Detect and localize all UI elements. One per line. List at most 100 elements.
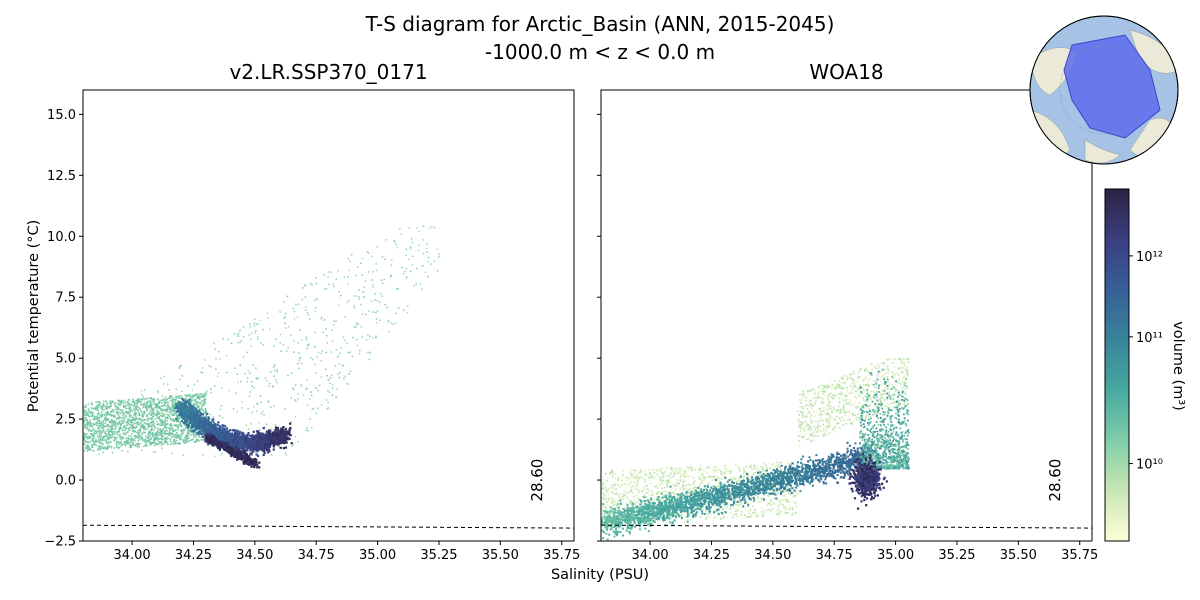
- volume-cell: [162, 442, 165, 445]
- volume-cell: [121, 399, 123, 402]
- volume-cell: [172, 429, 175, 431]
- volume-cell: [102, 423, 104, 425]
- volume-cell: [152, 412, 154, 414]
- volume-cell: [185, 427, 187, 430]
- volume-cell: [257, 430, 260, 433]
- volume-cell: [133, 414, 136, 416]
- volume-cell: [243, 449, 246, 452]
- volume-cell: [184, 440, 187, 442]
- volume-cell: [102, 406, 105, 408]
- volume-cell: [83, 412, 86, 415]
- volume-cell: [217, 427, 220, 430]
- volume-cell: [151, 428, 153, 431]
- volume-cell: [150, 429, 152, 431]
- volume-cell: [308, 343, 310, 346]
- volume-cell: [161, 435, 163, 437]
- volume-cell: [284, 452, 286, 454]
- volume-cell: [157, 390, 159, 392]
- volume-cell: [307, 344, 309, 346]
- volume-cell: [422, 225, 425, 227]
- volume-cell: [140, 404, 143, 406]
- volume-cell: [272, 439, 275, 442]
- volume-cell: [393, 239, 395, 242]
- volume-cell: [109, 402, 111, 404]
- volume-cell: [104, 405, 106, 407]
- volume-cell: [102, 403, 105, 405]
- volume-cell: [197, 433, 200, 436]
- volume-cell: [129, 424, 132, 426]
- volume-cell: [196, 432, 199, 435]
- volume-cell: [206, 430, 209, 433]
- volume-cell: [290, 442, 293, 445]
- volume-cell: [92, 435, 94, 438]
- volume-cell: [201, 394, 204, 397]
- volume-cell: [101, 447, 103, 449]
- volume-cell: [370, 300, 373, 302]
- volume-cell: [166, 417, 168, 420]
- volume-cell: [186, 442, 188, 444]
- volume-cell: [126, 431, 128, 434]
- volume-cell: [130, 419, 133, 421]
- volume-cell: [100, 421, 102, 424]
- volume-cell: [187, 415, 190, 418]
- volume-cell: [116, 433, 118, 436]
- volume-cell: [242, 326, 245, 328]
- volume-cell: [109, 435, 111, 438]
- volume-cell: [134, 422, 137, 425]
- volume-cell: [164, 396, 167, 398]
- volume-cell: [221, 426, 224, 429]
- volume-cell: [329, 377, 332, 379]
- volume-cell: [150, 397, 152, 399]
- volume-cell: [120, 409, 122, 411]
- volume-cell: [300, 356, 302, 359]
- volume-cell: [276, 441, 279, 444]
- volume-cell: [151, 427, 153, 429]
- volume-cell: [192, 428, 195, 431]
- volume-cell: [106, 445, 109, 448]
- volume-cell: [107, 406, 110, 409]
- volume-cell: [274, 369, 276, 372]
- volume-cell: [148, 431, 151, 433]
- volume-cell: [100, 415, 102, 417]
- volume-cell: [197, 438, 199, 441]
- volume-cell: [192, 430, 195, 433]
- volume-cell: [200, 427, 203, 430]
- volume-cell: [403, 309, 405, 311]
- volume-cell: [204, 417, 208, 420]
- volume-cell: [93, 437, 95, 439]
- volume-cell: [256, 402, 258, 405]
- volume-cell: [175, 435, 178, 437]
- volume-cell: [190, 416, 193, 419]
- volume-cell: [255, 329, 257, 332]
- volume-cell: [110, 434, 113, 436]
- volume-cell: [218, 447, 221, 451]
- volume-cell: [251, 451, 254, 454]
- volume-cell: [276, 381, 278, 384]
- volume-cell: [149, 410, 152, 412]
- volume-cell: [164, 430, 167, 432]
- volume-cell: [246, 437, 249, 440]
- volume-cell: [132, 443, 134, 446]
- volume-cell: [178, 416, 181, 419]
- volume-cell: [158, 416, 160, 419]
- volume-cell: [255, 435, 258, 438]
- volume-cell: [145, 407, 148, 410]
- volume-cell: [155, 442, 158, 445]
- volume-cell: [149, 397, 151, 400]
- volume-cell: [130, 409, 132, 411]
- volume-cell: [142, 396, 144, 398]
- volume-cell: [180, 410, 183, 413]
- volume-cell: [180, 419, 184, 423]
- volume-cell: [233, 444, 236, 447]
- volume-cell: [406, 277, 408, 279]
- volume-cell: [179, 436, 181, 439]
- volume-cell: [274, 424, 277, 426]
- volume-cell: [259, 432, 262, 435]
- volume-cell: [269, 430, 272, 433]
- volume-cell: [278, 433, 281, 436]
- volume-cell: [91, 446, 93, 449]
- volume-cell: [192, 411, 195, 415]
- volume-cell: [401, 266, 404, 269]
- volume-cell: [105, 439, 107, 441]
- volume-cell: [324, 368, 327, 370]
